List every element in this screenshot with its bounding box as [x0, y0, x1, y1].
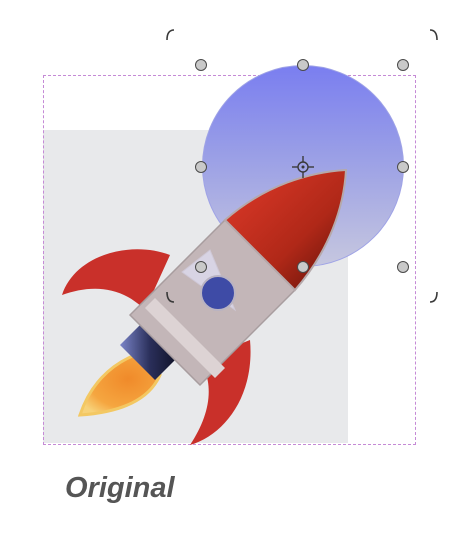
- selection-corner-bottom-right: [429, 291, 438, 303]
- rocket-stripe-shape: [145, 298, 225, 378]
- rocket-left-fin-shape: [62, 249, 170, 310]
- rocket-icon[interactable]: [50, 160, 360, 460]
- rocket-nose-shape: [223, 168, 348, 292]
- caption-label: Original: [65, 472, 175, 504]
- picture-frame[interactable]: [43, 75, 416, 445]
- selection-corner-top-left: [166, 29, 175, 41]
- resize-handle-bottom-right[interactable]: [397, 261, 409, 273]
- resize-handle-middle-left[interactable]: [195, 161, 207, 173]
- resize-handle-top-left[interactable]: [195, 59, 207, 71]
- selection-corner-bottom-left: [166, 291, 175, 303]
- selection-corner-top-right: [429, 29, 438, 41]
- resize-handle-bottom-left[interactable]: [195, 261, 207, 273]
- resize-handle-top-center[interactable]: [297, 59, 309, 71]
- resize-handle-bottom-center[interactable]: [297, 261, 309, 273]
- resize-handle-top-right[interactable]: [397, 59, 409, 71]
- move-crosshair-icon[interactable]: [292, 156, 314, 178]
- rocket-window-shape: [200, 275, 236, 311]
- rocket-nozzle-shape: [120, 320, 180, 380]
- resize-handle-middle-right[interactable]: [397, 161, 409, 173]
